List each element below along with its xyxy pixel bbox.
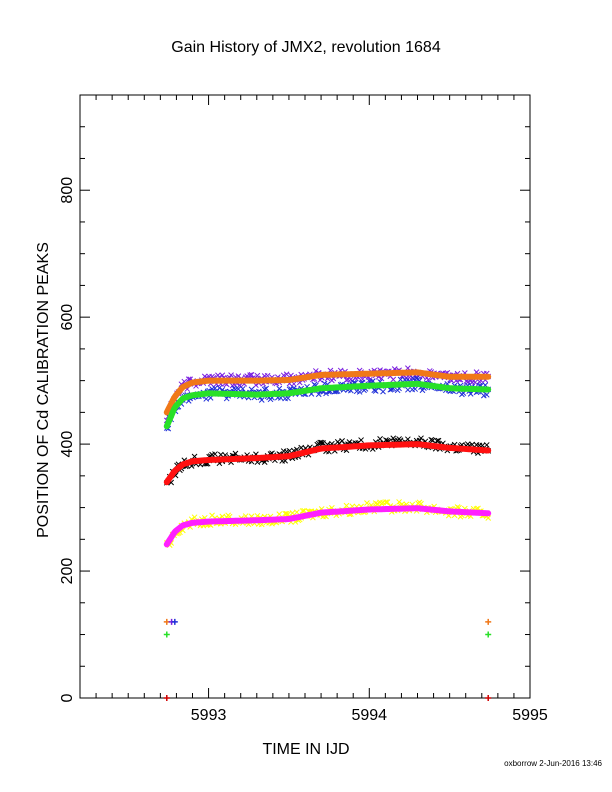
- data-point-series-1: [223, 395, 230, 402]
- data-point-series-2: [358, 437, 364, 443]
- data-point-series-2: [232, 450, 239, 457]
- data-point-series-1: [263, 385, 269, 392]
- data-point-series-3: [378, 500, 385, 507]
- data-point-series-1: [467, 390, 474, 397]
- y-tick-label: 200: [59, 558, 76, 585]
- data-point-series-0: [283, 371, 290, 378]
- marker-point: [171, 618, 178, 625]
- footer-timestamp: oxborrow 2-Jun-2016 13:46: [504, 759, 602, 768]
- y-axis-label: POSITION OF Cd CALIBRATION PEAKS: [35, 242, 52, 538]
- data-point-series-2: [428, 436, 435, 443]
- x-tick-label: 5993: [191, 707, 227, 724]
- data-point-series-1: [380, 388, 386, 395]
- data-point-series-1: [323, 390, 329, 397]
- y-tick-label: 400: [59, 431, 76, 458]
- data-point-series-2: [212, 451, 218, 457]
- data-point-series-1: [203, 396, 210, 402]
- data-point-series-1: [356, 389, 363, 395]
- data-point-series-2: [390, 435, 397, 442]
- data-point-series-3: [293, 509, 300, 516]
- data-point-series-3: [283, 510, 290, 517]
- fit-line-series-7: [163, 505, 492, 548]
- y-tick-label: 800: [59, 177, 76, 204]
- data-point-series-3: [301, 507, 307, 514]
- data-point-series-1: [239, 385, 246, 392]
- x-tick-label: 5995: [512, 707, 548, 724]
- fit-line-series-6: [163, 441, 492, 486]
- x-tick-label: 5994: [351, 707, 387, 724]
- data-point-series-3: [454, 504, 461, 510]
- data-point-series-0: [367, 376, 373, 383]
- marker-point: [485, 618, 492, 625]
- data-point-series-1: [483, 391, 490, 398]
- data-point-series-1: [216, 385, 223, 391]
- data-point-series-0: [254, 372, 261, 379]
- fit-line-series-5: [163, 380, 492, 430]
- data-point-series-3: [343, 502, 350, 509]
- data-point-series-2: [377, 436, 383, 442]
- marker-point: [485, 631, 492, 638]
- marker-point: [163, 631, 170, 638]
- data-point-series-3: [191, 514, 198, 521]
- x-axis-label: TIME IN IJD: [262, 741, 349, 758]
- data-point-series-0: [248, 371, 255, 378]
- data-point-series-3: [364, 500, 370, 506]
- data-point-series-3: [276, 511, 283, 518]
- marker-point: [485, 695, 492, 701]
- marker-point: [163, 695, 170, 701]
- data-point-series-1: [315, 391, 322, 398]
- data-point-series-0: [390, 376, 397, 383]
- data-point-series-0: [228, 372, 234, 379]
- plot-frame: [79, 94, 531, 699]
- data-point-series-2: [383, 437, 389, 443]
- data-point-series-2: [318, 439, 325, 446]
- y-tick-label: 600: [59, 304, 76, 331]
- data-point-series-1: [248, 386, 255, 393]
- data-point-series-0: [472, 379, 478, 386]
- chart-title: Gain History of JMX2, revolution 1684: [171, 39, 441, 56]
- data-point-series-2: [418, 435, 424, 442]
- data-point-series-1: [285, 395, 291, 402]
- data-point-series-3: [485, 515, 492, 521]
- data-point-series-1: [413, 375, 420, 382]
- y-tick-label: 0: [59, 693, 76, 702]
- data-point-series-1: [258, 397, 265, 403]
- data-point-series-2: [405, 436, 411, 443]
- data-point-series-2: [435, 437, 442, 444]
- data-point-series-0: [378, 375, 385, 382]
- data-point-series-3: [299, 508, 306, 514]
- fit-line-series-4: [163, 369, 492, 416]
- data-point-series-3: [289, 510, 296, 516]
- data-point-series-3: [384, 499, 391, 505]
- data-point-series-1: [412, 386, 419, 392]
- data-point-series-2: [434, 438, 440, 444]
- data-point-series-0: [343, 377, 350, 383]
- data-point-series-0: [264, 372, 271, 379]
- data-point-series-2: [483, 442, 490, 448]
- data-point-series-2: [286, 447, 293, 454]
- plot-area: 5993 5994 5995 0 200 400 600 800: [59, 94, 548, 724]
- data-point-series-1: [405, 386, 411, 393]
- data-point-series-2: [320, 440, 326, 446]
